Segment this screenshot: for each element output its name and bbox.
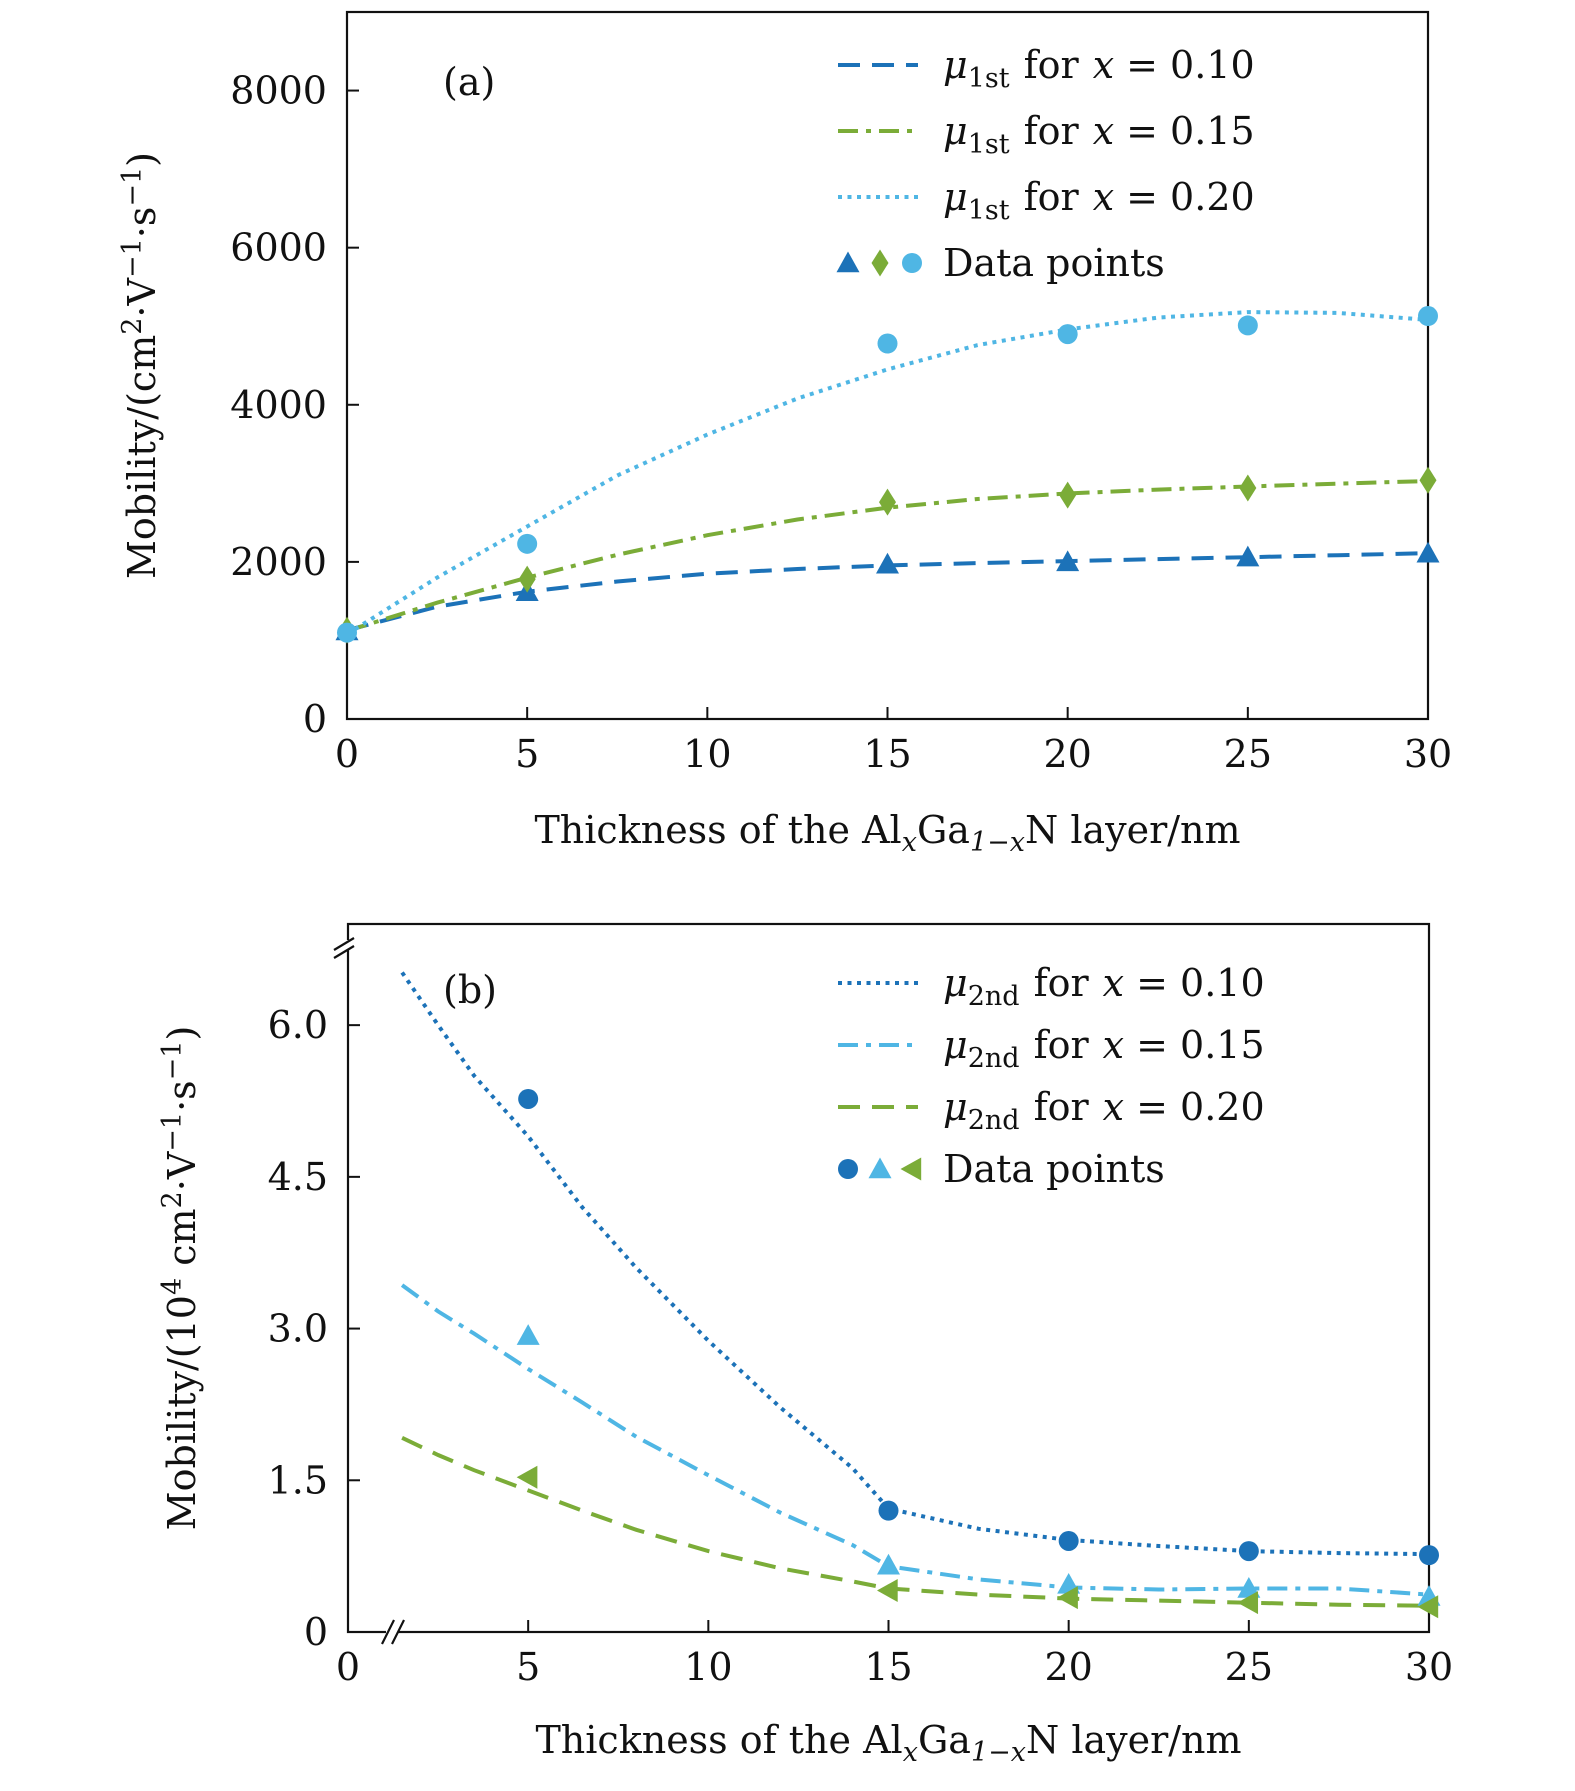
- legend-entry-label: μ1st for x = 0.15: [943, 109, 1255, 160]
- plot-frame: [346, 922, 1431, 1634]
- legend-entry-label: μ1st for x = 0.10: [943, 43, 1255, 94]
- legend-entry-label: μ2nd for x = 0.10: [943, 961, 1265, 1012]
- data-point-series-3: [1237, 315, 1258, 336]
- legend-entry-label: μ2nd for x = 0.20: [943, 1085, 1265, 1136]
- data-point-series-1: [1236, 545, 1260, 567]
- data-point-series-2: [518, 565, 536, 593]
- x-tick-label: 0: [336, 1645, 360, 1689]
- legend-marker-swatch: [871, 249, 889, 277]
- x-tick-label: 5: [516, 1645, 540, 1689]
- x-axis-title: Thickness of the AlxGa1−xN layer/nm: [534, 808, 1240, 858]
- y-tick-label: 0: [303, 697, 327, 741]
- fit-line-series-3: [347, 310, 1428, 636]
- data-point-series-2: [1239, 474, 1257, 502]
- x-axis-title: Thickness of the AlxGa1−xN layer/nm: [535, 1718, 1241, 1768]
- legend-marker-swatch: [836, 251, 860, 273]
- data-point-series-3: [1057, 324, 1078, 345]
- x-tick-label: 5: [515, 732, 539, 776]
- data-point-series-1: [1419, 1545, 1439, 1566]
- data-point-series-1: [1416, 541, 1440, 563]
- data-point-series-1: [876, 552, 899, 574]
- panel-a-chart: 0 5 10 15 20 25 30 0 2000 4000 6000 8000 Thickness o…: [117, 10, 1452, 858]
- panel-label: (a): [443, 60, 495, 104]
- data-point-series-3: [337, 622, 357, 643]
- plot-frame: [345, 10, 1430, 721]
- x-tick-label: 10: [683, 732, 731, 776]
- data-point-series-1: [518, 1088, 539, 1109]
- panel-label: (b): [443, 968, 497, 1012]
- legend-marker-swatch: [902, 253, 922, 273]
- x-tick-label: 25: [1224, 732, 1272, 776]
- axis-break-marks: [333, 937, 405, 1645]
- data-point-series-3: [1417, 1595, 1439, 1619]
- x-tick-label: 25: [1225, 1645, 1273, 1689]
- legend-entry-label: μ1st for x = 0.20: [943, 175, 1255, 226]
- data-point-series-3: [517, 533, 538, 554]
- data-point-series-2: [879, 488, 896, 516]
- fit-line-series-1: [400, 971, 1429, 1557]
- data-point-series-3: [1237, 1591, 1259, 1615]
- x-tick-label: 15: [864, 1645, 912, 1689]
- data-point-series-1: [878, 1500, 899, 1521]
- y-tick-label: 4.5: [268, 1155, 328, 1199]
- y-tick-label: 8000: [230, 69, 327, 113]
- data-point-series-2: [1419, 466, 1437, 494]
- panel-b-chart: 0 5 10 15 20 25 30 0 1.5 3.0 4.5 6.0 Thickness of th…: [157, 922, 1453, 1768]
- data-point-series-2: [516, 1324, 540, 1345]
- y-axis-title: Mobility/(104 cm2·V−1·s−1): [157, 1026, 204, 1531]
- y-tick-label: 6.0: [268, 1003, 328, 1047]
- y-tick-label: 4000: [230, 383, 327, 427]
- data-point-series-3: [877, 1579, 898, 1603]
- x-tick-label: 15: [863, 732, 911, 776]
- data-point-series-2: [1059, 481, 1077, 509]
- data-point-series-3: [1418, 306, 1438, 327]
- y-tick-label: 0: [304, 1610, 328, 1654]
- data-point-series-3: [516, 1465, 538, 1489]
- x-tick-label: 10: [684, 1645, 732, 1689]
- y-axis-title: Mobility/(cm2·V−1·s−1): [117, 152, 164, 579]
- data-point-series-1: [1056, 550, 1080, 572]
- data-point-series-1: [1058, 1530, 1079, 1551]
- legend-data-points-label: Data points: [943, 241, 1165, 285]
- data-point-series-3: [877, 333, 898, 354]
- data-point-series-2: [1237, 1577, 1261, 1598]
- data-point-series-2: [877, 1553, 900, 1575]
- fit-line-series-2: [400, 1283, 1429, 1597]
- legend: μ1st for x = 0.10 μ1st for x = 0.15 μ1st for x = 0.…: [836, 43, 1255, 285]
- legend: μ2nd for x = 0.10 μ2nd for x = 0.15 μ2nd for x = 0.…: [838, 961, 1265, 1191]
- x-tick-label: 0: [335, 732, 359, 776]
- legend-data-points-label: Data points: [943, 1147, 1165, 1191]
- y-tick-label: 2000: [230, 540, 327, 584]
- data-point-series-3: [1057, 1586, 1078, 1610]
- legend-marker-swatch: [900, 1157, 922, 1181]
- legend-marker-swatch: [838, 1159, 858, 1179]
- x-tick-label: 20: [1043, 732, 1091, 776]
- legend-marker-swatch: [868, 1157, 892, 1179]
- data-point-series-1: [1238, 1541, 1259, 1562]
- y-tick-label: 3.0: [268, 1307, 328, 1351]
- y-tick-label: 1.5: [268, 1458, 328, 1502]
- fit-line-series-3: [401, 1435, 1429, 1608]
- x-tick-label: 30: [1404, 732, 1452, 776]
- legend-entry-label: μ2nd for x = 0.15: [943, 1023, 1265, 1074]
- x-tick-label: 30: [1405, 1645, 1453, 1689]
- x-tick-label: 20: [1044, 1645, 1092, 1689]
- y-tick-label: 6000: [230, 226, 327, 270]
